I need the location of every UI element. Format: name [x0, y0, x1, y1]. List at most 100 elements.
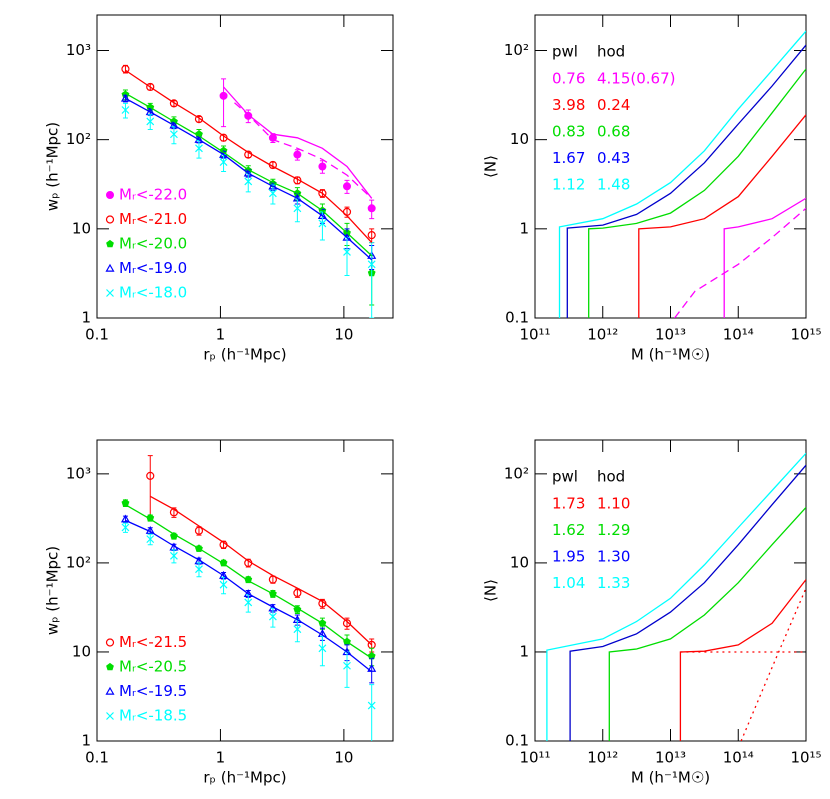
data-point — [343, 248, 351, 256]
table-cell: 1.67 — [552, 149, 585, 167]
legend-label: Mᵣ<-19.5 — [119, 682, 187, 700]
y-tick-label: 0.1 — [505, 309, 529, 327]
y-tick-label: 10 — [510, 553, 529, 571]
legend-label: Mᵣ<-22.0 — [119, 186, 187, 204]
model-line — [149, 495, 373, 646]
y-tick-label: 10² — [66, 553, 91, 571]
data-point — [268, 612, 277, 621]
data-point — [367, 260, 376, 269]
y-tick-label: 10 — [72, 642, 91, 660]
data-point — [293, 150, 302, 159]
data-point — [146, 513, 155, 522]
data-point — [219, 580, 228, 589]
y-axis-label: wₚ (h⁻¹Mpc) — [44, 546, 62, 635]
x-tick-label: 10¹⁵ — [790, 749, 821, 767]
table-header: hod — [597, 43, 625, 61]
x-tick-label: 10 — [334, 326, 353, 344]
y-tick-label: 10³ — [66, 464, 91, 482]
plot-area — [546, 452, 806, 741]
error-bar — [147, 455, 153, 521]
x-tick-label: 10¹⁵ — [790, 326, 821, 344]
table-cell: 1.33 — [597, 574, 630, 592]
table-header: pwl — [552, 43, 578, 61]
plot-frame — [96, 439, 394, 742]
y-axis-label: wₚ (h⁻¹Mpc) — [44, 122, 62, 211]
table-cell: 1.62 — [552, 521, 585, 539]
data-point — [244, 177, 253, 186]
x-tick-label: 1 — [216, 326, 226, 344]
table-cell: 0.24 — [597, 96, 630, 114]
x-axis-label: M (h⁻¹M☉) — [631, 346, 710, 364]
table-cell: 1.10 — [597, 495, 630, 513]
y-tick-label: 10² — [504, 464, 529, 482]
error-bar — [221, 576, 227, 595]
data-point — [343, 661, 351, 670]
model-line — [679, 579, 806, 741]
model-line — [125, 92, 373, 257]
error-bar — [221, 78, 227, 128]
legend-marker — [106, 712, 114, 720]
x-tick-label: 0.1 — [85, 749, 109, 767]
data-point — [293, 204, 302, 213]
error-bar — [344, 651, 350, 688]
y-tick-label: 0.1 — [505, 732, 529, 750]
plot-area — [120, 455, 377, 741]
data-point — [219, 91, 228, 100]
data-point — [146, 117, 155, 126]
y-tick-label: 10 — [72, 219, 91, 237]
data-point — [318, 162, 327, 171]
data-point — [318, 219, 327, 228]
panel: 10¹¹ 10¹² 10¹³ 10¹⁴ 10¹⁵ 0.1 1 10 10² M (h⁻¹M☉) ⟨N… — [482, 439, 822, 787]
plot-area — [120, 64, 377, 318]
table-header: pwl — [552, 468, 578, 486]
data-point — [195, 144, 203, 153]
data-point — [120, 93, 130, 102]
table-cell: 1.30 — [597, 548, 630, 566]
data-point — [146, 471, 155, 480]
legend-label: Mᵣ<-20.5 — [119, 658, 187, 676]
model-line — [638, 114, 806, 318]
x-tick-label: 10¹¹ — [519, 326, 550, 344]
data-point — [367, 204, 376, 213]
data-point — [121, 106, 130, 114]
error-bar — [369, 684, 375, 741]
table-cell: 4.15(0.67) — [597, 70, 676, 88]
table-cell: 0.43 — [597, 149, 630, 167]
y-tick-label: 1 — [519, 219, 529, 237]
table-cell: 1.95 — [552, 548, 585, 566]
y-tick-label: 10² — [66, 130, 91, 148]
model-line — [723, 197, 806, 318]
x-tick-label: 10 — [334, 749, 353, 767]
data-point — [318, 644, 327, 653]
y-axis-label: ⟨N⟩ — [482, 155, 500, 178]
data-point — [367, 231, 376, 240]
legend-marker — [106, 239, 114, 248]
model-line — [674, 207, 806, 318]
legend-marker — [105, 263, 115, 272]
table-cell: 1.73 — [552, 495, 585, 513]
table-cell: 0.68 — [597, 123, 630, 141]
x-tick-label: 10¹⁴ — [723, 326, 754, 344]
legend-marker — [106, 662, 114, 671]
model-line — [546, 452, 806, 741]
legend-label: Mᵣ<-18.5 — [119, 707, 187, 725]
table-cell: 0.76 — [552, 70, 585, 88]
legend-label: Mᵣ<-19.0 — [119, 259, 187, 277]
data-point — [146, 82, 155, 92]
y-tick-label: 10² — [504, 41, 529, 59]
plot-area — [558, 30, 806, 318]
legend-marker — [106, 289, 114, 297]
x-tick-label: 10¹³ — [655, 749, 686, 767]
legend-label: Mᵣ<-20.0 — [119, 235, 187, 253]
legend-label: Mᵣ<-18.0 — [119, 284, 187, 302]
table-cell: 1.29 — [597, 521, 630, 539]
error-bar — [344, 236, 350, 276]
model-line — [125, 504, 373, 659]
error-bar — [369, 657, 375, 684]
data-point — [121, 64, 130, 74]
data-point — [195, 565, 203, 574]
data-point — [244, 598, 253, 607]
